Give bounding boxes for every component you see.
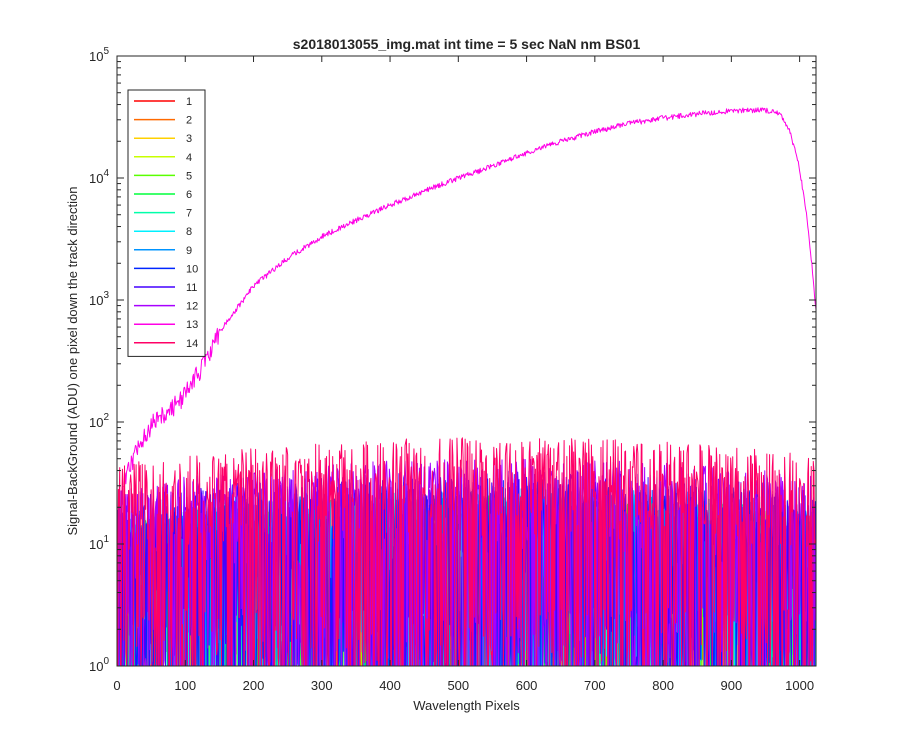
- legend-label: 8: [186, 226, 192, 238]
- legend-label: 14: [186, 338, 198, 350]
- legend-label: 3: [186, 133, 192, 145]
- series-line-13: [123, 107, 816, 488]
- plot-area: [117, 107, 816, 666]
- legend-box: [127, 89, 206, 357]
- x-tick-label: 100: [174, 678, 196, 693]
- x-tick-label: 700: [584, 678, 606, 693]
- y-tick-label: 100: [89, 656, 109, 674]
- legend-label: 2: [186, 115, 192, 127]
- x-tick-label: 800: [652, 678, 674, 693]
- y-tick-label: 103: [89, 290, 109, 308]
- x-tick-label: 1000: [785, 678, 814, 693]
- legend-label: 4: [186, 152, 192, 164]
- legend-label: 6: [186, 189, 192, 201]
- x-tick-label: 300: [311, 678, 333, 693]
- y-tick-label: 105: [89, 46, 109, 64]
- x-tick-label: 900: [721, 678, 743, 693]
- axes: 0 100 200 300 400 500 600 700 800 900 100010010110…: [89, 46, 817, 693]
- legend-label: 9: [186, 245, 192, 257]
- legend-label: 1: [186, 96, 192, 108]
- x-tick-label: 0: [113, 678, 120, 693]
- legend-label: 10: [186, 263, 198, 275]
- y-tick-label: 101: [89, 534, 109, 552]
- x-tick-label: 200: [243, 678, 265, 693]
- y-axis-label: Signal-BackGround (ADU) one pixel down t…: [65, 186, 80, 535]
- legend-label: 13: [186, 319, 198, 331]
- y-tick-label: 102: [89, 412, 109, 430]
- legend-label: 12: [186, 301, 198, 313]
- chart-title: s2018013055_img.mat int time = 5 sec NaN…: [293, 36, 641, 52]
- legend-label: 11: [186, 282, 197, 294]
- x-axis-label: Wavelength Pixels: [413, 698, 520, 713]
- axes-box: [116, 55, 817, 667]
- legend-label: 5: [186, 170, 192, 182]
- y-tick-label: 104: [89, 168, 109, 186]
- series-line-14: [117, 437, 816, 666]
- x-tick-label: 500: [447, 678, 469, 693]
- legend-label: 7: [186, 208, 192, 220]
- x-tick-label: 600: [516, 678, 538, 693]
- x-tick-label: 400: [379, 678, 401, 693]
